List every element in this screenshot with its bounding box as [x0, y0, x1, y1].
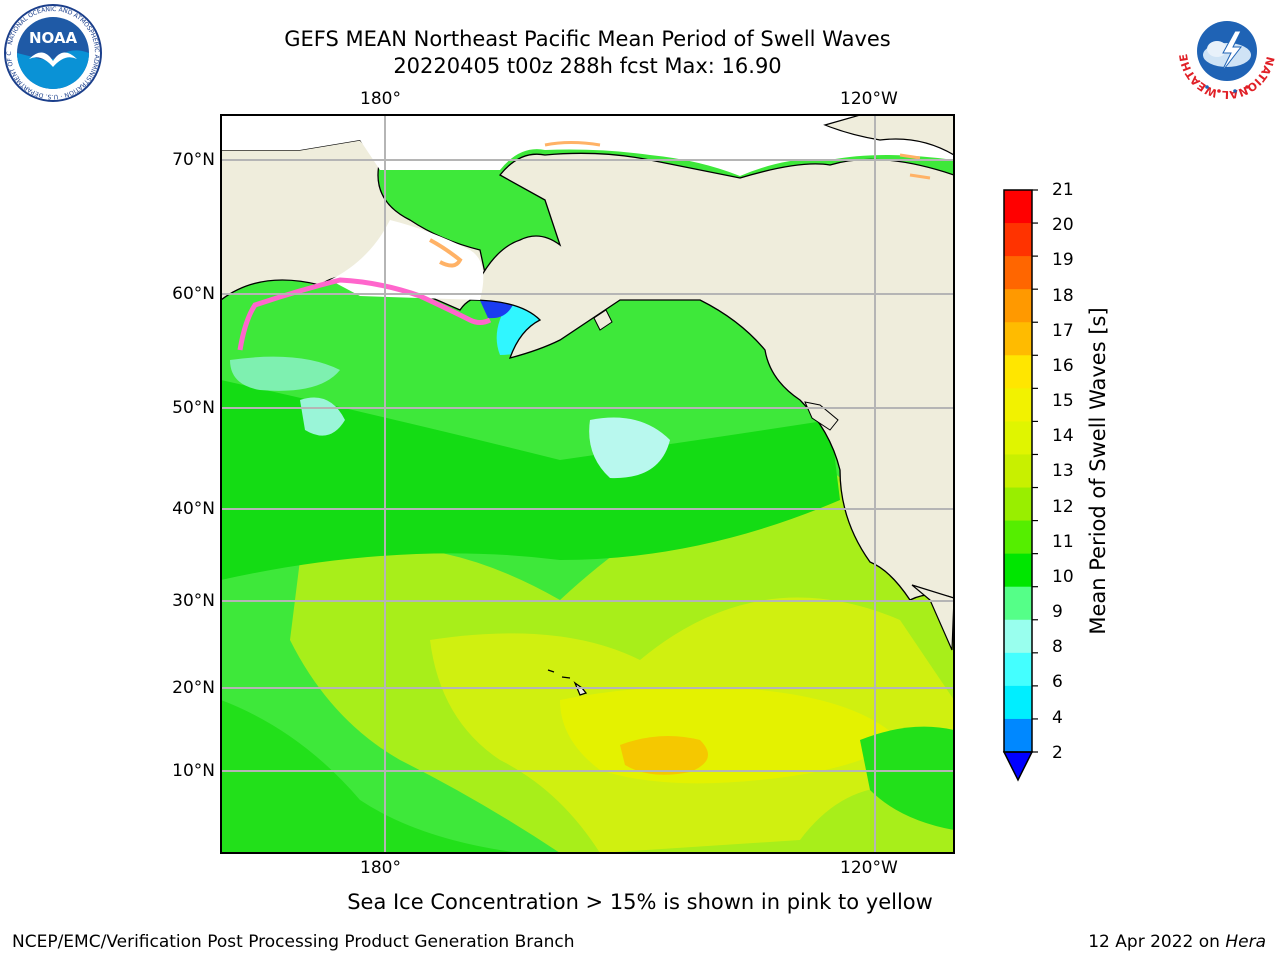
noaa-center-text: NOAA — [29, 29, 78, 47]
colorbar-segment — [1004, 421, 1032, 455]
nws-logo: NATIONAL WEATHER SERVICE — [1177, 3, 1277, 99]
sea-ice-patch — [429, 238, 463, 268]
ocean-south-green — [221, 700, 520, 853]
lat-label: 70°N — [172, 150, 215, 170]
colorbar-tick-label: 17 — [1052, 321, 1074, 341]
colorbar-tick-label: 14 — [1052, 426, 1074, 446]
colorbar-segment — [1004, 652, 1032, 687]
colorbar-segment — [1004, 586, 1032, 621]
colorbar-segment — [1004, 454, 1032, 489]
colorbar-tick-label: 8 — [1052, 637, 1063, 657]
colorbar-tick-label: 19 — [1052, 250, 1074, 270]
colorbar-tick-label: 21 — [1052, 180, 1074, 200]
colorbar-segment — [1004, 355, 1032, 389]
footer-credit: NCEP/EMC/Verification Post Processing Pr… — [12, 932, 575, 952]
footer-date-text: 12 Apr 2022 on — [1088, 932, 1226, 952]
lat-label: 10°N — [172, 761, 215, 781]
land-alaska-canada — [469, 152, 954, 601]
sea-ice-note: Sea Ice Concentration > 15% is shown in … — [347, 890, 933, 914]
colorbar-tick-label: 15 — [1052, 391, 1074, 411]
noaa-logo: NATIONAL OCEANIC AND ATMOSPHERIC ADMINIS… — [3, 3, 102, 102]
colorbar-tick-label: 2 — [1052, 743, 1063, 763]
lat-label: 60°N — [172, 284, 215, 304]
colorbar-tick-label: 12 — [1052, 497, 1074, 517]
colorbar-segment — [1004, 256, 1032, 290]
bering-sea-ice-region — [330, 220, 484, 300]
footer-date: 12 Apr 2022 on Hera — [1088, 932, 1266, 952]
colorbar-label: Mean Period of Swell Waves [s] — [1086, 307, 1110, 635]
ocean-southeast-green — [860, 726, 954, 830]
colorbar-tick-label: 18 — [1052, 286, 1074, 306]
ocean-light-patch — [589, 417, 670, 479]
land-kodiak-island — [593, 309, 613, 331]
colorbar-segment — [1004, 388, 1032, 422]
ocean-max-period-spot — [620, 736, 708, 775]
colorbar-segment — [1004, 685, 1032, 720]
chart-subtitle: 20220405 t00z 288h fcst Max: 16.90 — [393, 54, 782, 78]
lon-label-top: 120°W — [840, 89, 898, 109]
sea-ice-edge — [237, 277, 492, 351]
colorbar-under-arrow — [1002, 751, 1034, 782]
colorbar-tick-label: 4 — [1052, 708, 1063, 728]
footer-host: Hera — [1225, 932, 1266, 952]
colorbar-segment — [1004, 322, 1032, 356]
lat-label: 40°N — [172, 499, 215, 519]
colorbar-segment — [1004, 619, 1032, 654]
chart-title: GEFS MEAN Northeast Pacific Mean Period … — [284, 27, 891, 51]
lon-label-top: 180° — [360, 89, 401, 109]
sea-ice-patch — [544, 141, 601, 147]
lon-label-bottom: 120°W — [840, 858, 898, 878]
hawaii-islands — [547, 669, 588, 696]
colorbar-segment — [1004, 223, 1032, 257]
sea-ice-patch — [899, 153, 931, 180]
lat-label: 50°N — [172, 398, 215, 418]
colorbar-tick-label: 13 — [1052, 461, 1074, 481]
colorbar-frame — [1003, 189, 1033, 753]
colorbar-tick-label: 11 — [1052, 532, 1074, 552]
colorbar-tick-label: 20 — [1052, 215, 1074, 235]
colorbar-tick-label: 16 — [1052, 356, 1074, 376]
lat-label: 30°N — [172, 591, 215, 611]
ocean-light-patch — [230, 356, 340, 391]
colorbar-segment — [1004, 289, 1032, 323]
colorbar-segment — [1004, 520, 1032, 555]
colorbar-segment — [1004, 487, 1032, 522]
colorbar-segment — [1004, 718, 1032, 753]
colorbar — [1002, 189, 1038, 782]
lon-label-bottom: 180° — [360, 858, 401, 878]
map-frame — [220, 114, 955, 854]
colorbar-segment — [1004, 190, 1032, 224]
colorbar-tick-label: 9 — [1052, 602, 1063, 622]
colorbar-tick-label: 6 — [1052, 672, 1063, 692]
colorbar-segment — [1004, 553, 1032, 588]
ocean-mid-green — [221, 380, 840, 580]
lat-label: 20°N — [172, 678, 215, 698]
graticule — [221, 115, 954, 853]
colorbar-tick-label: 10 — [1052, 567, 1074, 587]
